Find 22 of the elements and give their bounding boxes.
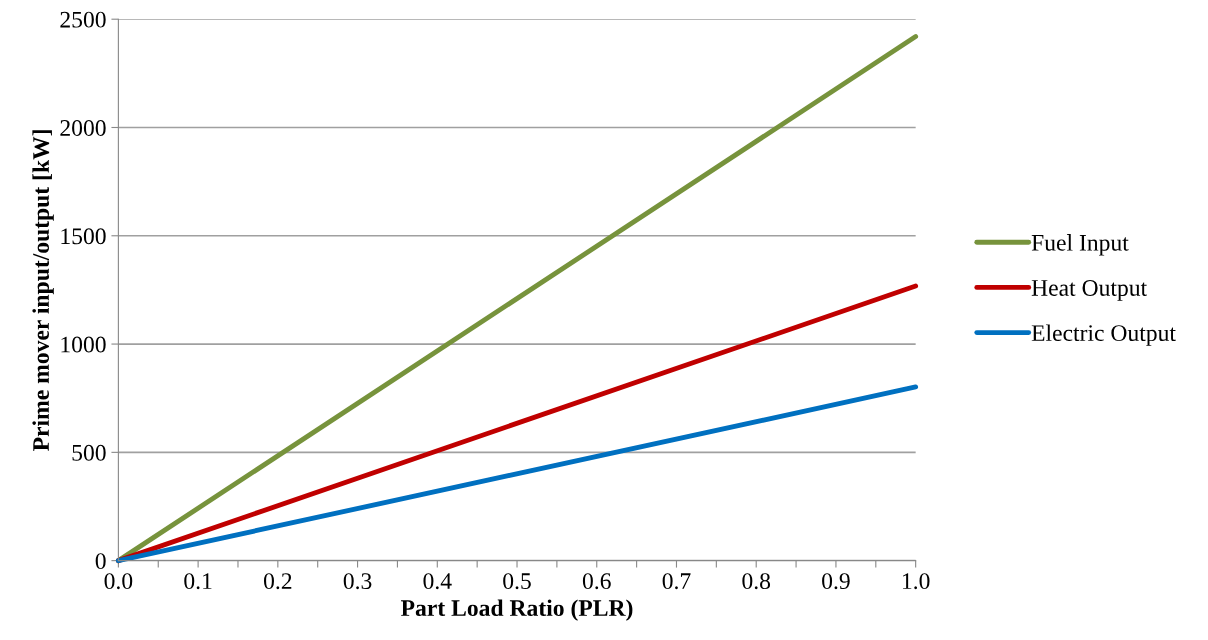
y-axis-title: Prime mover input/output [kW]	[32, 130, 54, 451]
y-tick-label: 500	[72, 444, 106, 461]
x-tick-label: 0.4	[423, 573, 452, 590]
legend-label: Heat Output	[1031, 280, 1148, 301]
x-tick-label: 0.5	[503, 573, 531, 590]
x-tick-label: 0.8	[742, 573, 771, 590]
x-tick-label: 1.0	[902, 573, 930, 590]
x-tick-label: 0.6	[582, 573, 611, 590]
x-tick-label: 0.7	[662, 573, 691, 590]
legend-label: Electric Output	[1031, 324, 1176, 346]
y-tick-label: 1500	[61, 228, 106, 245]
y-tick-label: 2000	[60, 119, 106, 136]
y-tick-label: 0	[95, 553, 106, 570]
y-tick-label: 2500	[60, 11, 106, 28]
legend-label: Fuel Input	[1031, 234, 1129, 256]
x-tick-label: 0.9	[822, 573, 850, 590]
x-tick-label: 0.0	[104, 573, 133, 590]
x-tick-label: 0.1	[184, 573, 212, 590]
y-tick-label: 1000	[61, 336, 106, 353]
x-tick-label: 0.2	[263, 573, 292, 590]
x-tick-label: 0.3	[343, 573, 372, 590]
x-axis-title: Part Load Ratio (PLR)	[401, 599, 633, 621]
